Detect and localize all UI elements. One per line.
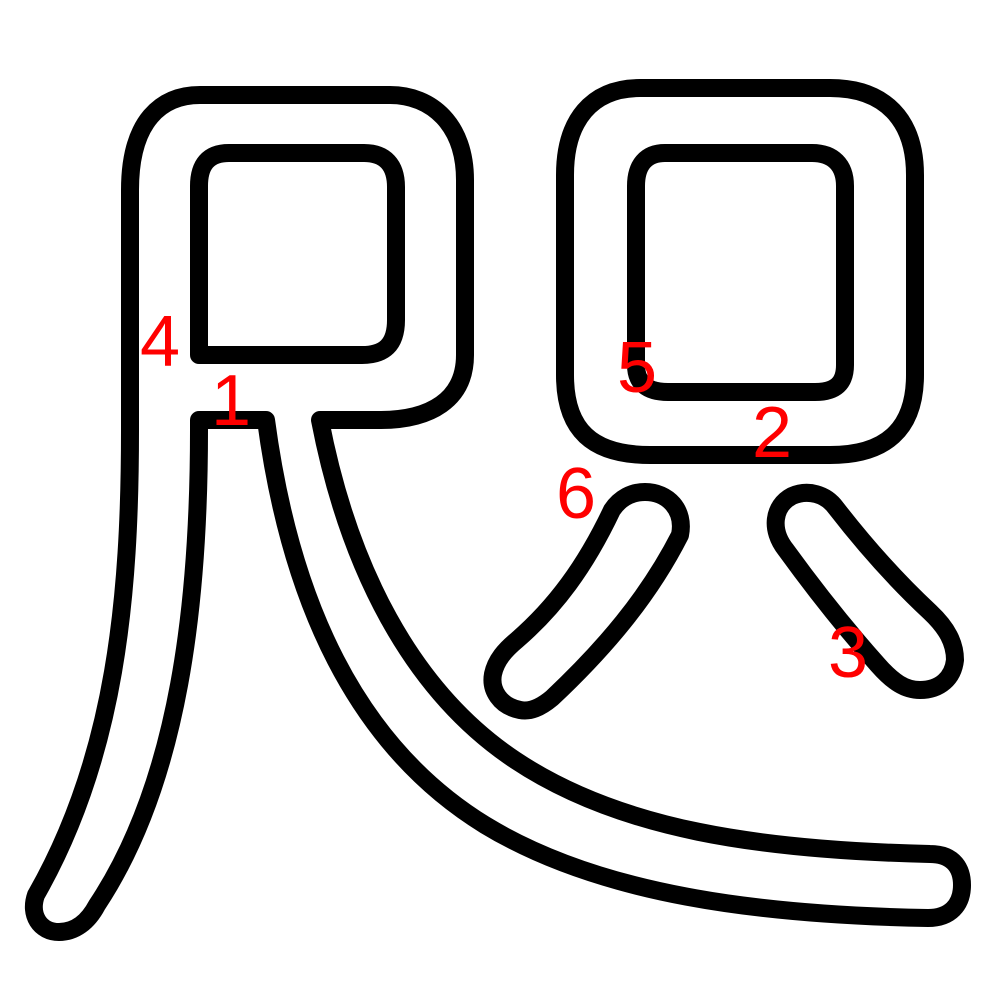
left-component-outer-boundary [24,86,971,941]
right-component-outer-outline [556,79,924,464]
stroke-number-1: 1 [211,361,251,441]
right-component-inner-box [627,144,854,401]
stroke-number-6: 6 [556,454,596,534]
stroke-number-5: 5 [617,328,657,408]
stroke-number-2: 2 [752,393,792,473]
stroke-number-3: 3 [828,613,868,693]
stroke-number-4: 4 [140,302,180,382]
right-dot-stroke [766,483,964,699]
left-component-outer-outline [190,144,405,364]
left-dot-stroke [483,483,690,720]
